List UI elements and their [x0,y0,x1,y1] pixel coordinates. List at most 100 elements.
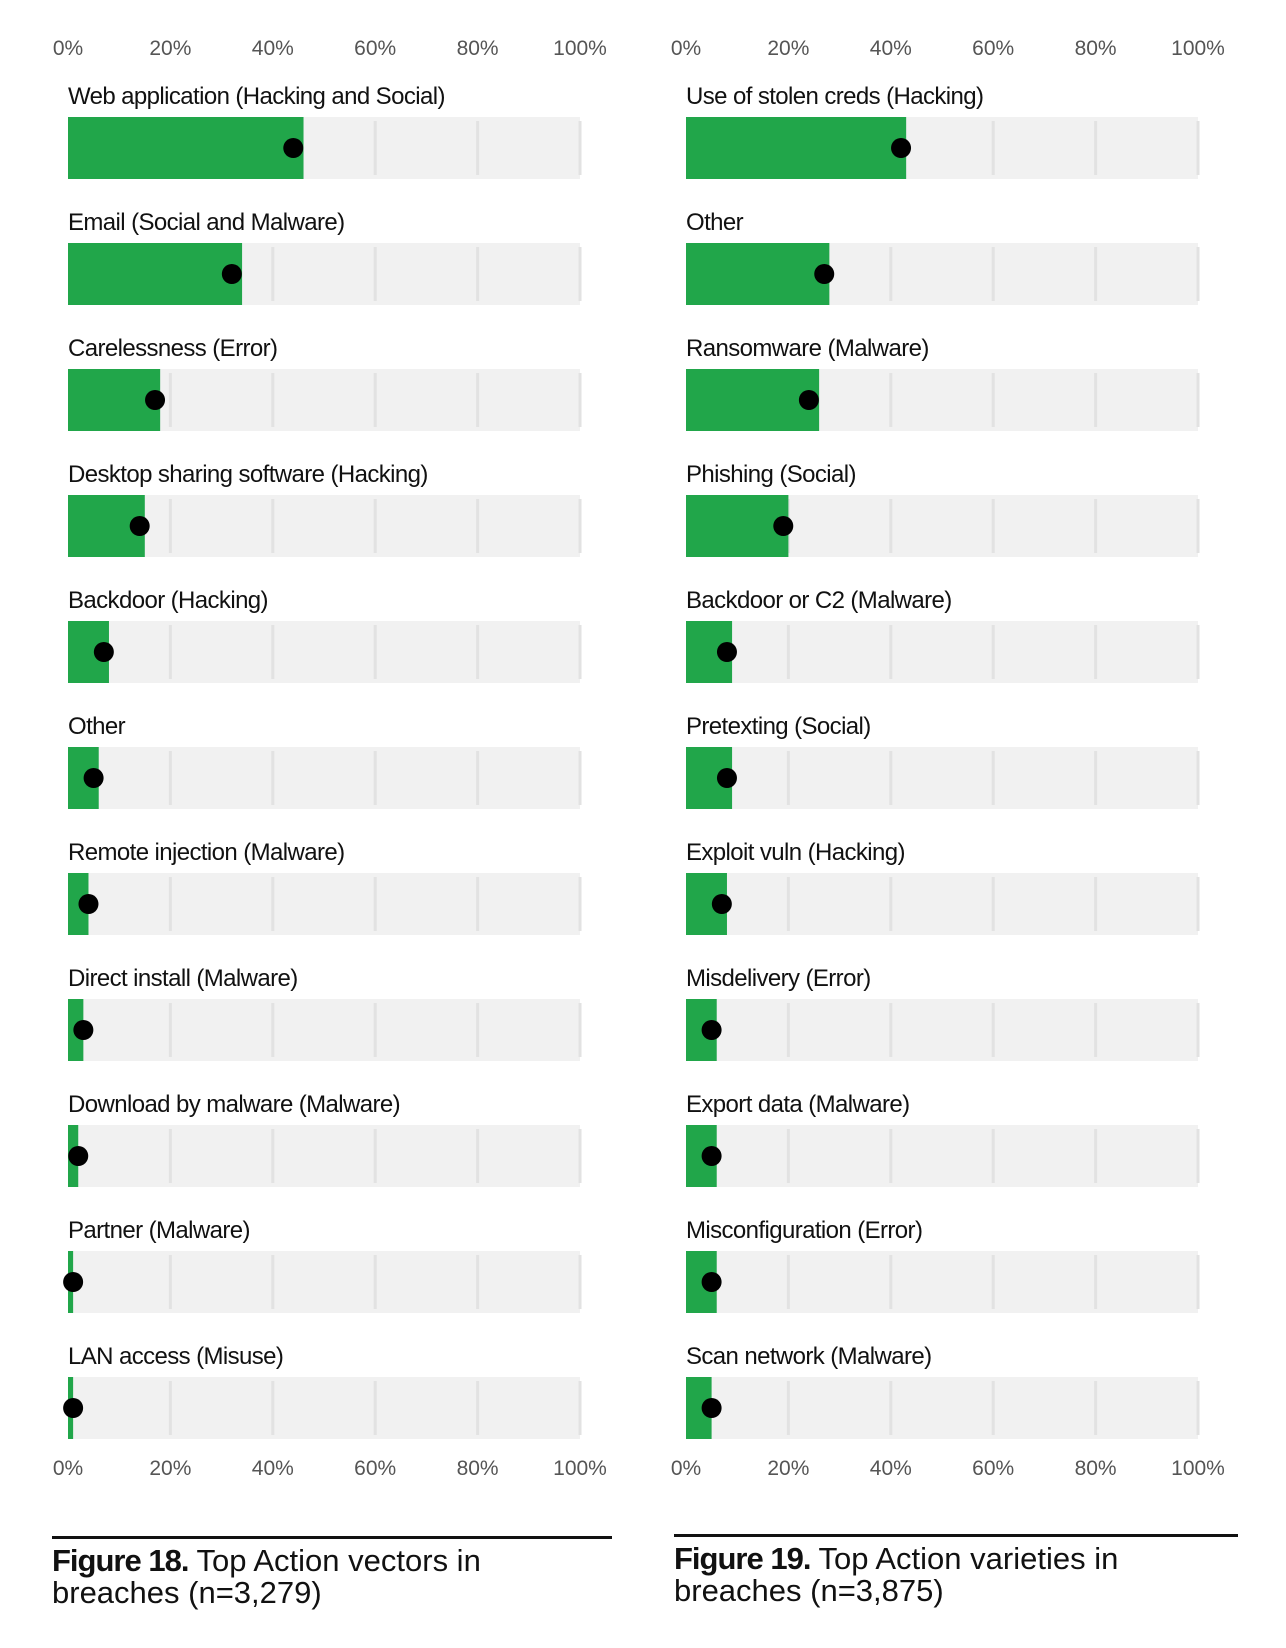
bar-track [68,1377,580,1439]
category-label: Direct install (Malware) [68,965,298,992]
bottom-tick-label: 60% [354,1457,396,1480]
value-dot [63,1398,84,1418]
value-dot [129,516,150,536]
figure-18-caption-text: Top Action vectors in breaches (n=3,279) [52,1543,481,1610]
top-tick-label: 80% [457,37,499,60]
bar-track [686,1125,1198,1187]
bottom-tick-label: 20% [767,1457,809,1480]
value-dot [701,1398,722,1418]
category-label: Other [68,713,126,740]
value-dot [93,642,114,662]
value-dot [701,1020,722,1040]
bar [68,117,304,179]
figure-18-chart: 0% 20% 40% 60% 80% 100% 0% 20% 40% 60% 80% 100% Web … [0,0,640,1480]
top-tick-label: 20% [149,37,191,60]
category-label: Backdoor or C2 (Malware) [686,587,952,614]
category-label: Other [686,209,744,236]
bottom-tick-label: 80% [1075,1457,1117,1480]
category-label: Ransomware (Malware) [686,335,929,362]
bar-track [686,747,1198,809]
value-dot [68,1146,89,1166]
category-label: Email (Social and Malware) [68,209,345,236]
bar [686,495,789,557]
category-label: Partner (Malware) [68,1217,250,1244]
category-label: Misconfiguration (Error) [686,1217,922,1244]
bar [68,873,89,935]
top-tick-label: 20% [767,37,809,60]
top-tick-label: 0% [671,37,701,60]
top-tick-label: 100% [553,37,607,60]
value-dot [83,768,104,788]
value-dot [701,1146,722,1166]
category-label: Phishing (Social) [686,461,856,488]
bar-track [686,1377,1198,1439]
bar-track [68,873,580,935]
bottom-tick-label: 60% [972,1457,1014,1480]
bar [686,117,907,179]
bar-track [686,1251,1198,1313]
category-label: Misdelivery (Error) [686,965,871,992]
bottom-tick-label: 100% [553,1457,607,1480]
value-dot [701,1272,722,1292]
bar-track [68,495,580,557]
category-label: Export data (Malware) [686,1091,910,1118]
category-label: Use of stolen creds (Hacking) [686,83,983,110]
category-label: Scan network (Malware) [686,1343,932,1370]
figure-19-caption-text: Top Action varieties in breaches (n=3,87… [674,1541,1119,1608]
value-dot [78,894,99,914]
figure-19-caption-label: Figure 19. [674,1541,811,1576]
bar-track [686,999,1198,1061]
figure-19-plot: 0% 20% 40% 60% 80% 100% 0% 20% 40% 60% 80% 100% Use … [671,37,1225,1480]
bar-track [68,621,580,683]
bottom-tick-label: 0% [53,1457,83,1480]
category-label: Desktop sharing software (Hacking) [68,461,428,488]
category-label: Pretexting (Social) [686,713,871,740]
value-dot [773,516,794,536]
bottom-tick-label: 40% [870,1457,912,1480]
value-dot [73,1020,94,1040]
category-label: LAN access (Misuse) [68,1343,283,1370]
top-tick-label: 40% [870,37,912,60]
bar-track [68,747,580,809]
bottom-tick-label: 40% [252,1457,294,1480]
bar-track [68,1251,580,1313]
value-dot [221,264,242,284]
bar [686,369,820,431]
figure-18-caption-rule [52,1536,612,1539]
value-dot [145,390,166,410]
category-label: Carelessness (Error) [68,335,277,362]
value-dot [716,642,737,662]
bottom-tick-label: 20% [149,1457,191,1480]
value-dot [711,894,732,914]
figure-18-plot: 0% 20% 40% 60% 80% 100% 0% 20% 40% 60% 80% 100% Web … [53,37,607,1480]
bottom-tick-label: 80% [457,1457,499,1480]
value-dot [716,768,737,788]
bar-track [68,1125,580,1187]
bar-track [68,999,580,1061]
bar [68,369,161,431]
value-dot [891,138,912,158]
category-label: Exploit vuln (Hacking) [686,839,905,866]
category-label: Remote injection (Malware) [68,839,345,866]
figure-18-caption: Figure 18. Top Action vectors in breache… [52,1545,612,1609]
top-tick-label: 100% [1171,37,1225,60]
bar-track [686,621,1198,683]
value-dot [814,264,835,284]
top-tick-label: 80% [1075,37,1117,60]
figure-19-chart: 0% 20% 40% 60% 80% 100% 0% 20% 40% 60% 80% 100% Use … [640,0,1286,1480]
top-tick-label: 60% [972,37,1014,60]
bar-track [686,873,1198,935]
figure-19-caption: Figure 19. Top Action varieties in breac… [674,1543,1238,1607]
bottom-tick-label: 100% [1171,1457,1225,1480]
value-dot [283,138,304,158]
category-label: Backdoor (Hacking) [68,587,268,614]
top-tick-label: 60% [354,37,396,60]
top-tick-label: 40% [252,37,294,60]
figure-18-caption-label: Figure 18. [52,1543,189,1578]
bar [686,243,830,305]
top-tick-label: 0% [53,37,83,60]
bar [68,243,243,305]
category-label: Download by malware (Malware) [68,1091,400,1118]
value-dot [798,390,819,410]
figure-19-caption-rule [674,1534,1238,1537]
